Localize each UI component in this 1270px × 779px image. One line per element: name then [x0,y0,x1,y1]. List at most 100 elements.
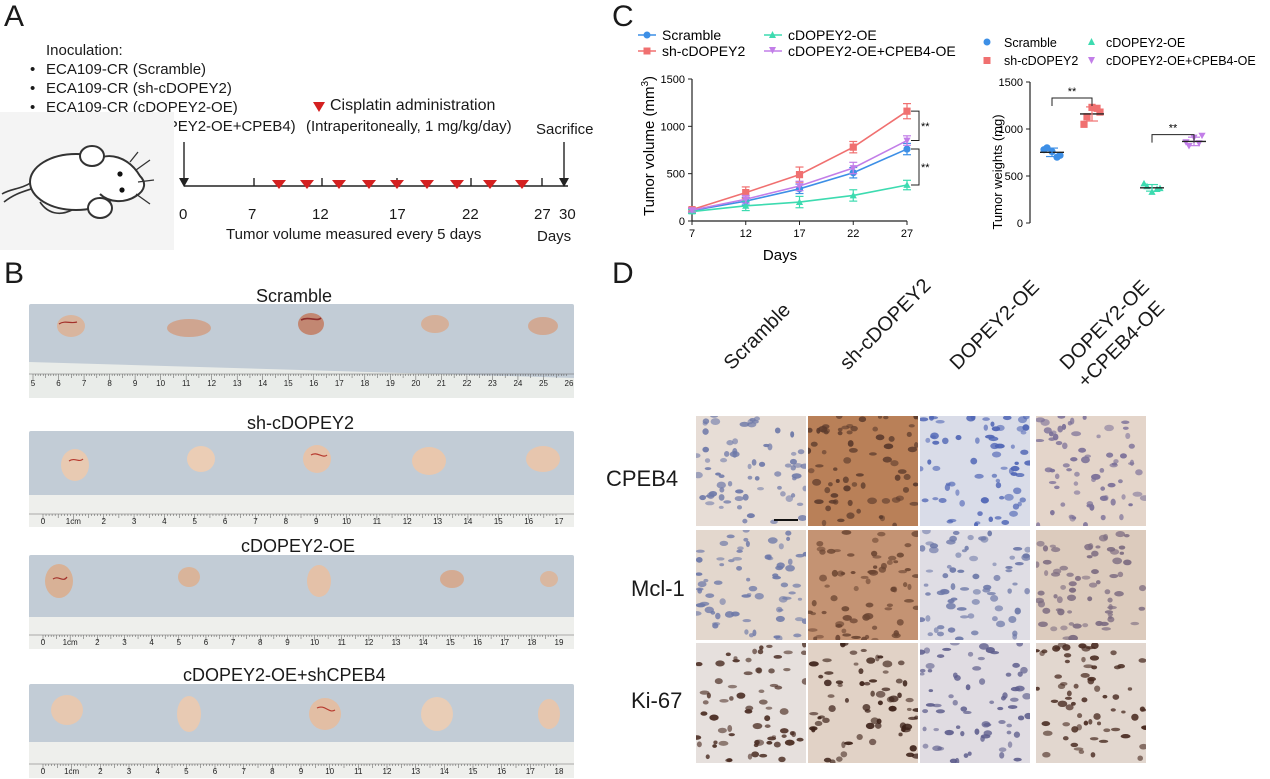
cell-nucleus [833,467,838,471]
cell-nucleus [1138,606,1146,611]
tumor-photo-cdopey2-oe-shcpeb4 [29,684,574,778]
cell-nucleus [960,706,968,712]
ruler-number: 22 [462,379,471,388]
cell-nucleus [1020,666,1028,674]
cell-nucleus [841,530,852,535]
cell-nucleus [1042,559,1052,565]
cell-nucleus [1036,686,1040,691]
cell-nucleus [1013,757,1022,762]
cell-nucleus [866,657,876,664]
cell-nucleus [963,753,969,758]
legend-label: Scramble [662,27,721,43]
cell-nucleus [796,502,804,506]
cell-nucleus [895,678,903,684]
cell-nucleus [844,697,849,703]
cell-nucleus [1044,467,1053,473]
ruler-number: 10 [156,379,165,388]
timeline-caption: Tumor volume measured every 5 days [226,226,482,243]
cell-nucleus [904,543,912,548]
cell-nucleus [1119,453,1127,459]
cell-nucleus [745,540,750,548]
cell-nucleus [884,607,893,611]
cell-nucleus [752,722,763,730]
ruler-number: 19 [386,379,395,388]
cell-nucleus [896,619,904,626]
timeline-unit: Days [537,228,572,245]
ruler-number: 6 [204,638,209,647]
cell-nucleus [1091,477,1096,483]
cell-nucleus [778,756,786,763]
cell-nucleus [868,569,879,576]
cell-nucleus [1112,694,1120,700]
cell-nucleus [1041,721,1051,727]
cell-nucleus [967,534,974,541]
cell-nucleus [729,451,740,458]
cell-nucleus [959,500,965,507]
group-title: Scramble [256,286,333,306]
data-point [1140,179,1148,187]
group-item: ECA109-CR (cDOPEY2-OE) [46,99,238,116]
cell-nucleus [922,726,927,732]
cell-nucleus [737,546,744,551]
cell-nucleus [848,447,858,453]
cell-nucleus [955,489,960,496]
cell-nucleus [1125,432,1131,440]
cell-nucleus [840,643,849,646]
cell-nucleus [847,499,853,507]
cell-nucleus [1104,610,1114,614]
cell-nucleus [1137,755,1144,761]
cell-nucleus [925,615,931,622]
cell-nucleus [909,745,917,752]
timeline-tick: 17 [389,206,406,223]
ruler-number: 21 [437,379,446,388]
cell-nucleus [780,491,786,497]
cell-nucleus [808,610,813,614]
cell-nucleus [869,738,877,746]
cell-nucleus [981,721,991,728]
cell-nucleus [1060,502,1066,507]
cell-nucleus [912,482,918,487]
ruler-number: 9 [133,379,138,388]
cell-nucleus [1050,430,1057,435]
group-item: ECA109-CR (sh-cDOPEY2) [46,80,232,97]
cell-nucleus [766,554,772,561]
data-point [903,107,911,115]
cell-nucleus [1078,643,1087,649]
cell-nucleus [888,555,897,561]
ruler-scale: 5 6 7 8 9 10 11 12 13 14 15 16 17 18 19 20 21 22 23 24 25 26 [29,373,574,388]
cell-nucleus [759,753,768,758]
cell-nucleus [1072,623,1082,629]
cell-nucleus [920,545,926,552]
ruler-number: 17 [555,517,564,526]
cell-nucleus [702,446,710,453]
cell-nucleus [837,427,843,432]
cell-nucleus [817,716,822,720]
cell-nucleus [784,739,795,746]
x-tick-label: 17 [793,228,805,240]
ihc-image [920,416,1030,526]
cell-nucleus [772,573,779,578]
cell-nucleus [841,425,850,430]
cell-nucleus [907,583,912,591]
cell-nucleus [715,660,725,667]
cell-nucleus [1110,727,1121,732]
cell-nucleus [835,680,844,685]
cell-nucleus [1036,597,1045,604]
ruler-number: 17 [335,379,344,388]
cell-nucleus [711,621,721,626]
cell-nucleus [1010,444,1015,449]
ruler-number: 2 [95,638,100,647]
row-label: Mcl-1 [631,576,685,601]
ruler-number: 8 [107,379,112,388]
cell-nucleus [944,484,951,491]
cell-nucleus [704,467,712,471]
cell-nucleus [1042,607,1051,614]
cell-nucleus [947,627,956,633]
cell-nucleus [720,458,728,463]
cell-nucleus [1056,596,1063,604]
cell-nucleus [719,487,725,493]
cell-nucleus [1121,420,1130,425]
cell-nucleus [1005,672,1012,677]
cell-nucleus [886,603,894,608]
column-header: sh-cDOPEY2 [835,274,936,375]
